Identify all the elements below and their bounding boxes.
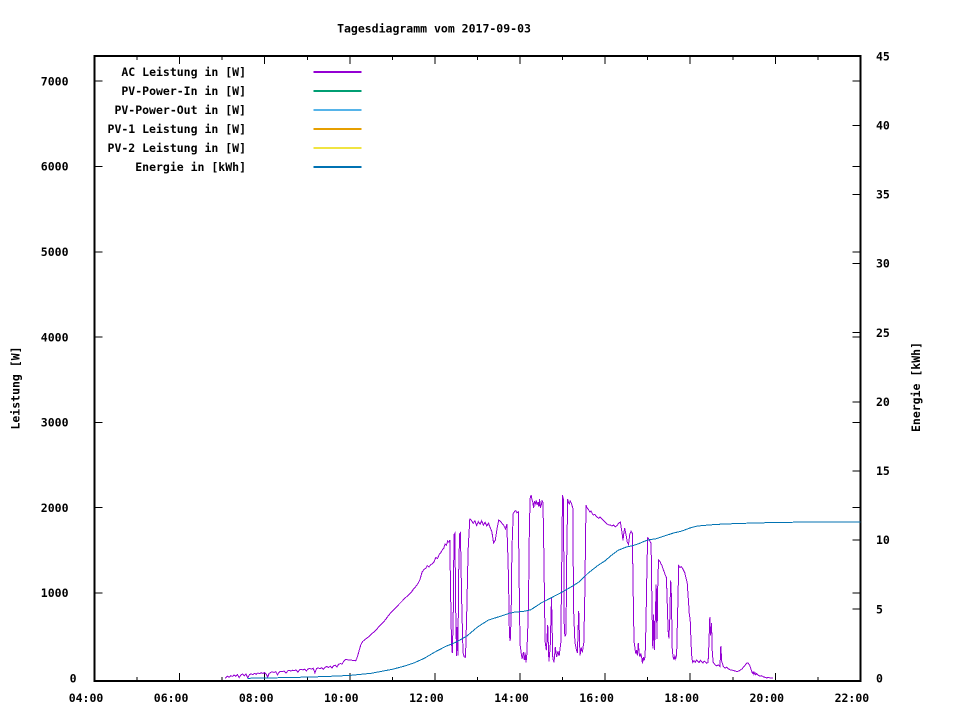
y-left-tick-label: 2000 xyxy=(41,501,69,515)
y-right-tick-label: 15 xyxy=(876,464,890,478)
y-left-tick-label: 6000 xyxy=(41,160,69,174)
tick-label-layer: 04:00 06:00 08:00 10:00 12:00 14:00 16:00 18:00… xyxy=(41,49,890,705)
y-right-tick-label: 0 xyxy=(876,672,883,686)
chart-title: Tagesdiagramm vom 2017-09-03 xyxy=(337,22,531,36)
y-left-tick-label: 4000 xyxy=(41,330,69,344)
y-left-tick-label: 0 xyxy=(70,672,77,686)
x-tick-label: 18:00 xyxy=(664,691,699,705)
x-tick-label: 16:00 xyxy=(579,691,614,705)
y-right-tick-label: 10 xyxy=(876,533,890,547)
legend-label-ac-leistung: AC Leistung in [W] xyxy=(121,65,246,79)
energy-curve xyxy=(247,521,861,679)
y-right-tick-label: 45 xyxy=(876,49,890,63)
y-right-tick-label: 40 xyxy=(876,118,890,132)
x-tick-label: 20:00 xyxy=(749,691,784,705)
y-left-tick-label: 3000 xyxy=(41,416,69,430)
y-right-tick-label: 5 xyxy=(876,602,883,616)
x-tick-label: 14:00 xyxy=(494,691,529,705)
axes-layer xyxy=(93,55,862,682)
y-right-tick-label: 30 xyxy=(876,257,890,271)
legend-label-pv2-leistung: PV-2 Leistung in [W] xyxy=(108,141,246,155)
legend: AC Leistung in [W] PV-Power-In in [W] PV… xyxy=(108,65,362,174)
x-tick-label: 22:00 xyxy=(835,691,870,705)
y-right-tick-label: 20 xyxy=(876,395,890,409)
legend-label-pv1-leistung: PV-1 Leistung in [W] xyxy=(108,122,246,136)
legend-label-pv-power-in: PV-Power-In in [W] xyxy=(121,84,246,98)
x-tick-label: 12:00 xyxy=(409,691,444,705)
y-left-tick-label: 7000 xyxy=(41,74,69,88)
curves-layer xyxy=(224,494,861,680)
x-tick-label: 06:00 xyxy=(154,691,189,705)
y-axis-label-right: Energie [kWh] xyxy=(909,342,923,432)
x-tick-label: 04:00 xyxy=(69,691,104,705)
y-axis-label-left: Leistung [W] xyxy=(9,346,23,429)
x-tick-label: 10:00 xyxy=(324,691,359,705)
y-left-tick-label: 5000 xyxy=(41,245,69,259)
y-right-tick-label: 25 xyxy=(876,326,890,340)
ac-power-curve xyxy=(224,494,774,680)
x-tick-label: 08:00 xyxy=(239,691,274,705)
legend-label-energie: Energie in [kWh] xyxy=(135,160,246,174)
legend-label-pv-power-out: PV-Power-Out in [W] xyxy=(114,103,246,117)
y-right-tick-label: 35 xyxy=(876,188,890,202)
y-left-tick-label: 1000 xyxy=(41,586,69,600)
